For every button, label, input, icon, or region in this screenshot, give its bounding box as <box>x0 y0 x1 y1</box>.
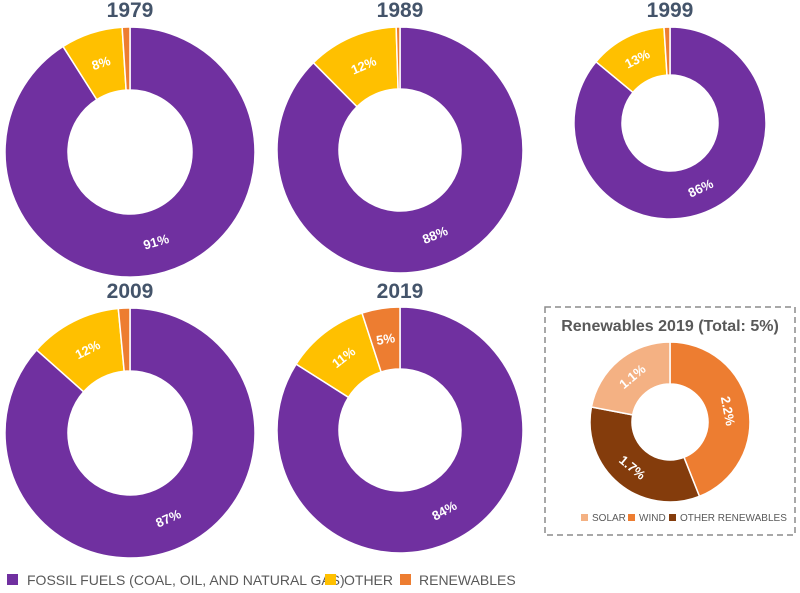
slice-renewables <box>395 26 401 90</box>
inset-border <box>544 306 796 536</box>
inset-legend-swatch-other-renewables <box>669 514 676 521</box>
inset-legend-label-solar: SOLAR <box>592 513 626 524</box>
inset-legend-label-wind: WIND <box>639 513 666 524</box>
inset-legend-label-other-renewables: OTHER RENEWABLES <box>680 513 787 524</box>
legend-swatch-renewables <box>400 574 411 585</box>
slice-renewables <box>361 306 401 373</box>
legend-label-other: OTHER <box>344 572 393 588</box>
legend-swatch-other <box>325 574 336 585</box>
chart-title: 1979 <box>107 0 154 22</box>
chart-title: 1999 <box>647 0 694 22</box>
slice-wind <box>669 341 751 498</box>
donut-renewables-2019-total-5: Renewables 2019 (Total: 5%)2.2%1.7%1.1% <box>561 318 779 503</box>
legend-label-fossil: FOSSIL FUELS (COAL, OIL, AND NATURAL GAS… <box>27 572 345 588</box>
slice-fossil <box>276 306 524 554</box>
slice-fossil <box>4 26 256 278</box>
slice-renewables <box>121 26 131 91</box>
chart-title: 1989 <box>377 0 424 22</box>
slice-fossil <box>573 26 767 220</box>
chart-title: Renewables 2019 (Total: 5%) <box>561 318 779 335</box>
chart-title: 2019 <box>377 280 424 303</box>
inset-legend: SOLAR WIND OTHER RENEWABLES <box>581 513 787 524</box>
legend-label-renewables: RENEWABLES <box>419 572 516 588</box>
data-label: 91% <box>141 231 171 253</box>
slice-renewables <box>663 26 671 76</box>
slice-other-renewables <box>589 406 701 503</box>
slice-renewables <box>117 307 131 373</box>
data-label: 2.2% <box>718 395 738 427</box>
inset-legend-swatch-wind <box>628 514 635 521</box>
donut-1979: 1979 91% 8% <box>4 0 256 278</box>
slice-fossil <box>4 307 256 559</box>
legend: FOSSIL FUELS (COAL, OIL, AND NATURAL GAS… <box>7 572 516 588</box>
data-label: 8% <box>90 53 113 73</box>
data-label: 5% <box>375 330 396 348</box>
inset-legend-swatch-solar <box>581 514 588 521</box>
chart-title: 2009 <box>107 280 154 303</box>
slice-solar <box>590 341 671 416</box>
legend-swatch-fossil <box>7 574 18 585</box>
